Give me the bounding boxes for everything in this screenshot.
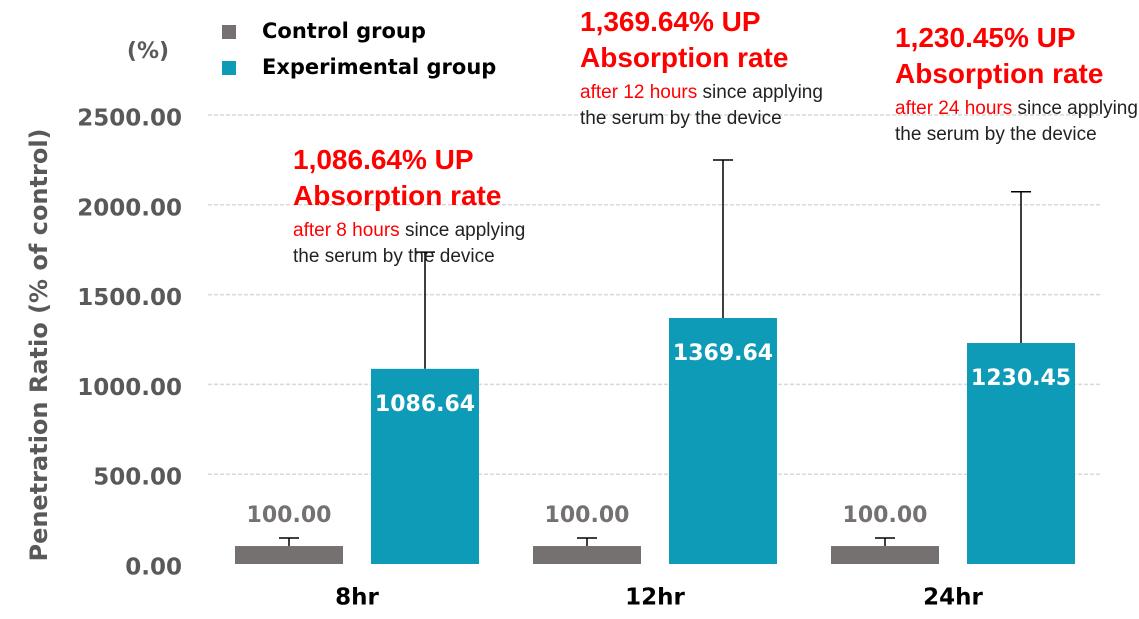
y-tick-label: 2000.00 (77, 195, 182, 221)
value-label: 100.00 (247, 503, 332, 528)
bar (831, 546, 939, 564)
annotation-text: since applying the serum by the device (580, 82, 823, 129)
legend-swatch (222, 61, 236, 75)
value-label: 100.00 (843, 503, 928, 528)
annotation-text: since applying the serum by the device (895, 98, 1138, 145)
unit-label: (%) (127, 39, 169, 64)
annotation-subhead: Absorption rate (895, 58, 1104, 89)
legend-label: Control group (262, 19, 426, 43)
y-tick-label: 1000.00 (77, 375, 182, 401)
x-tick-label: 24hr (923, 585, 983, 611)
annotation-subhead: Absorption rate (293, 180, 502, 211)
y-tick-label: 500.00 (93, 465, 182, 491)
annotation-body: after 12 hours since applying the serum … (580, 80, 825, 132)
x-tick-label: 8hr (335, 585, 379, 611)
annotation-highlight: after 12 hours (580, 82, 698, 103)
annotation: 1,369.64% UP Absorption rate after 12 hour… (580, 4, 825, 132)
annotation-highlight: after 24 hours (895, 98, 1013, 119)
annotation-headline: 1,086.64% UP (293, 144, 474, 175)
y-axis-label: Penetration Ratio (% of control) (25, 128, 53, 561)
annotation: 1,086.64% UP Absorption rate after 8 hours… (293, 142, 538, 270)
y-tick-label: 1500.00 (77, 285, 182, 311)
bar (967, 343, 1075, 564)
annotation-subhead: Absorption rate (580, 42, 789, 73)
bar (533, 546, 641, 564)
legend-swatch (222, 25, 236, 39)
x-tick-label: 12hr (625, 585, 685, 611)
value-label: 1369.64 (673, 341, 773, 366)
annotation-body: after 8 hours since applying the serum b… (293, 218, 538, 270)
annotation: 1,230.45% UP Absorption rate after 24 hour… (895, 20, 1139, 148)
annotation-headline: 1,369.64% UP (580, 6, 761, 37)
annotation-body: after 24 hours since applying the serum … (895, 96, 1139, 148)
bar (235, 546, 343, 564)
annotation-highlight: after 8 hours (293, 220, 400, 241)
value-label: 1086.64 (375, 392, 475, 417)
value-label: 100.00 (545, 503, 630, 528)
annotation-headline: 1,230.45% UP (895, 22, 1076, 53)
value-label: 1230.45 (971, 366, 1071, 391)
bar (669, 318, 777, 564)
legend-label: Experimental group (262, 55, 496, 79)
bar (371, 368, 479, 564)
y-tick-label: 2500.00 (77, 106, 182, 132)
annotation-text: since applying the serum by the device (293, 220, 526, 267)
y-tick-label: 0.00 (125, 555, 182, 581)
